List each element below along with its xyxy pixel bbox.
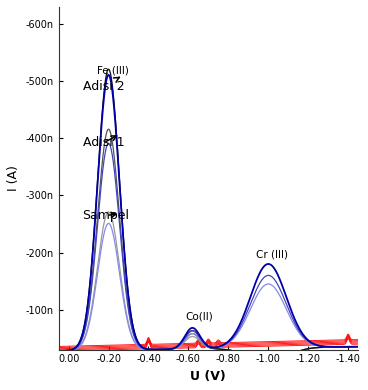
Text: Fe (III): Fe (III) bbox=[96, 66, 128, 76]
Text: Co(II): Co(II) bbox=[185, 311, 213, 321]
Y-axis label: I (A): I (A) bbox=[7, 165, 20, 191]
X-axis label: U (V): U (V) bbox=[191, 370, 226, 383]
Text: Cr (III): Cr (III) bbox=[256, 249, 288, 259]
Text: Adisi 2: Adisi 2 bbox=[82, 77, 124, 94]
Text: Adisi 1: Adisi 1 bbox=[82, 136, 124, 149]
Text: Sampel: Sampel bbox=[82, 209, 130, 222]
